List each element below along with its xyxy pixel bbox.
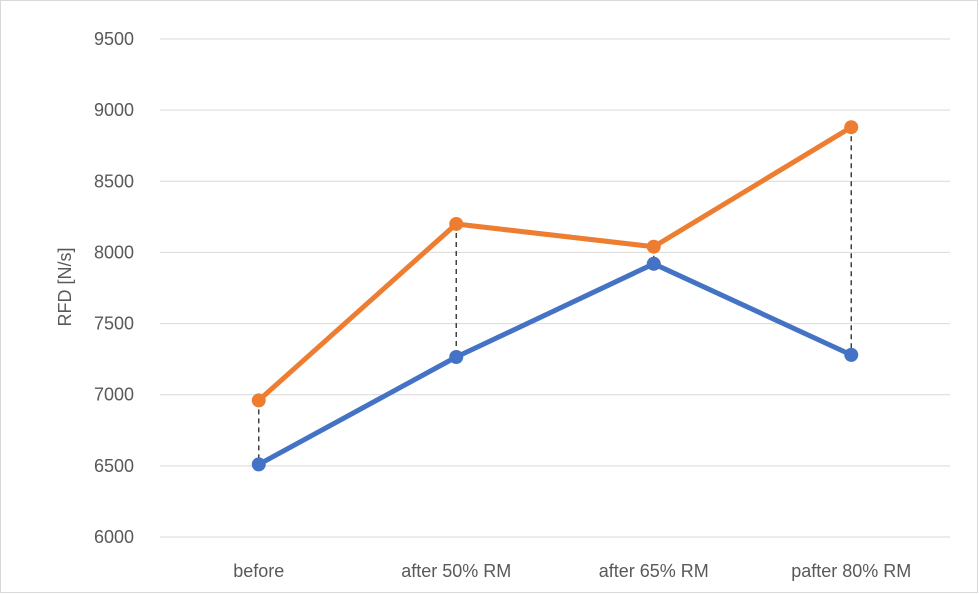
x-tick-label: pafter 80% RM [791, 561, 911, 581]
y-tick-label: 8500 [94, 171, 134, 191]
series-lines [256, 124, 854, 467]
data-point-series-2 [646, 239, 661, 254]
y-tick-label: 7500 [94, 314, 134, 334]
y-axis-tick-labels: 6000 6500 7000 7500 8000 8500 9000 9500 [94, 29, 134, 547]
series-markers [251, 120, 859, 472]
y-axis-title: RFD [N/s] [55, 248, 75, 327]
y-tick-label: 9500 [94, 29, 134, 49]
x-tick-label: after 65% RM [599, 561, 709, 581]
y-tick-label: 6500 [94, 456, 134, 476]
x-tick-label: after 50% RM [401, 561, 511, 581]
data-point-series-1 [844, 347, 859, 362]
y-tick-label: 6000 [94, 527, 134, 547]
data-point-series-1 [449, 350, 464, 365]
y-tick-label: 8000 [94, 242, 134, 262]
data-point-series-1 [646, 256, 661, 271]
gridlines [160, 38, 950, 538]
data-point-series-2 [449, 216, 464, 231]
x-tick-label: before [233, 561, 284, 581]
data-point-series-1 [251, 457, 266, 472]
x-axis-tick-labels: before after 50% RM after 65% RM pafter 80%… [233, 561, 911, 581]
data-point-series-2 [844, 120, 859, 135]
y-tick-label: 7000 [94, 385, 134, 405]
data-point-series-2 [251, 393, 266, 408]
series-line-1 [256, 261, 854, 467]
series-line-2 [256, 124, 854, 403]
y-tick-label: 9000 [94, 100, 134, 120]
